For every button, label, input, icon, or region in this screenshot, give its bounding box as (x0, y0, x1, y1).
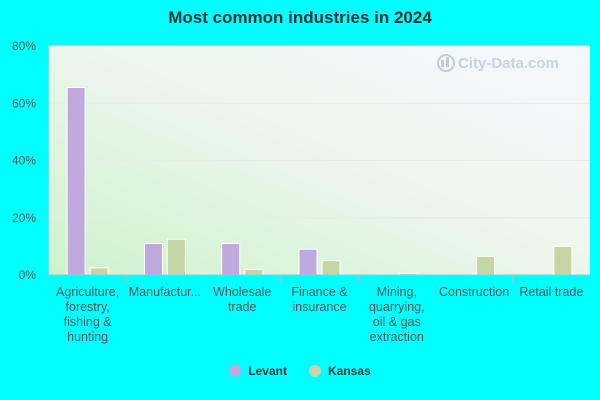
svg-text:City-Data.com: City-Data.com (458, 55, 559, 72)
x-category-label: Finance & insurance (291, 285, 348, 314)
legend-item-levant: Levant (229, 364, 287, 378)
legend-item-kansas: Kansas (308, 364, 371, 378)
legend-label-levant: Levant (248, 364, 287, 378)
chart-title: Most common industries in 2024 (168, 8, 432, 27)
x-category-label: Agriculture, forestry, fishing & hunting (56, 285, 119, 344)
bar-kansas (166, 238, 186, 276)
x-category-label: Retail trade (519, 285, 583, 299)
bar-levant (221, 243, 241, 276)
bar-levant (298, 248, 318, 276)
legend: Levant Kansas (0, 364, 600, 378)
y-tick-label: 80% (12, 39, 36, 53)
y-axis: 0% 20% 40% 60% 80% (12, 39, 50, 282)
bar-levant (143, 243, 163, 276)
y-tick-label: 40% (12, 154, 36, 168)
x-category-label: Mining, quarrying, oil & gas extraction (369, 285, 425, 344)
x-axis: Agriculture, forestry, fishing & hunting Man… (49, 274, 590, 344)
bar-kansas (89, 267, 109, 276)
x-category-label: Construction (439, 285, 509, 299)
x-category-label: Wholesale trade (213, 285, 271, 314)
bar-levant (66, 87, 86, 276)
bar-kansas (476, 255, 496, 276)
bar-kansas (553, 245, 573, 276)
y-tick-label: 20% (12, 211, 36, 225)
city-data-watermark: City-Data.com (437, 54, 559, 72)
legend-swatch-levant (229, 365, 242, 377)
y-tick-label: 0% (19, 268, 37, 282)
gridlines (49, 45, 590, 219)
legend-label-kansas: Kansas (327, 364, 371, 378)
x-category-label: Manufactur... (129, 285, 201, 299)
y-tick-label: 60% (12, 96, 36, 110)
bar-kansas (244, 268, 264, 276)
bar-kansas (321, 260, 341, 276)
legend-swatch-kansas (308, 365, 321, 377)
